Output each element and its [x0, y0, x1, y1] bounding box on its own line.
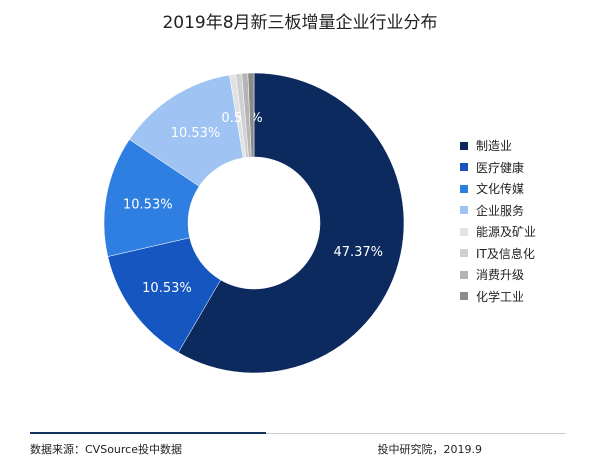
legend-item: 文化传媒: [460, 180, 524, 197]
legend-swatch: [460, 249, 468, 257]
legend-label: 消费升级: [476, 268, 525, 282]
legend-swatch: [460, 227, 468, 236]
legend-swatch: [460, 270, 468, 279]
legend-label: 化学工业: [476, 289, 525, 304]
legend-item: 制造业: [460, 137, 512, 154]
slice-7: [247, 72, 255, 158]
legend-swatch: [460, 292, 468, 300]
legend-label: 企业服务: [476, 203, 525, 218]
legend-label: IT及信息化: [476, 246, 535, 261]
legend-item: 企业服务: [460, 202, 524, 219]
footer-rule-light: [266, 433, 566, 434]
legend-item: 消费升级: [460, 266, 524, 283]
legend-label: 文化传媒: [476, 182, 525, 196]
legend-swatch: [460, 206, 468, 214]
legend-item: 医疗健康: [460, 159, 524, 176]
chart-title: 2019年8月新三板增量企业行业分布: [162, 13, 438, 33]
legend-item: IT及信息化: [460, 245, 535, 262]
slice-0: [177, 72, 405, 374]
data-label: 10.53%: [142, 281, 192, 296]
legend-label: 制造业: [476, 139, 513, 153]
data-label: 10.53%: [171, 126, 221, 141]
data-label: 47.37%: [333, 245, 383, 260]
legend-label: 能源及矿业: [476, 225, 537, 239]
source-note: 数据来源：CVSource投中数据: [30, 443, 182, 456]
legend-swatch: [460, 163, 468, 171]
footer-rule: [30, 432, 266, 434]
legend-swatch: [460, 141, 468, 150]
legend-label: 医疗健康: [476, 160, 525, 175]
legend-item: 能源及矿业: [460, 223, 536, 240]
data-label: 10.53%: [123, 197, 173, 212]
org-note: 投中研究院，2019.9: [377, 443, 483, 456]
legend-swatch: [460, 184, 468, 193]
legend-item: 化学工业: [460, 288, 524, 305]
